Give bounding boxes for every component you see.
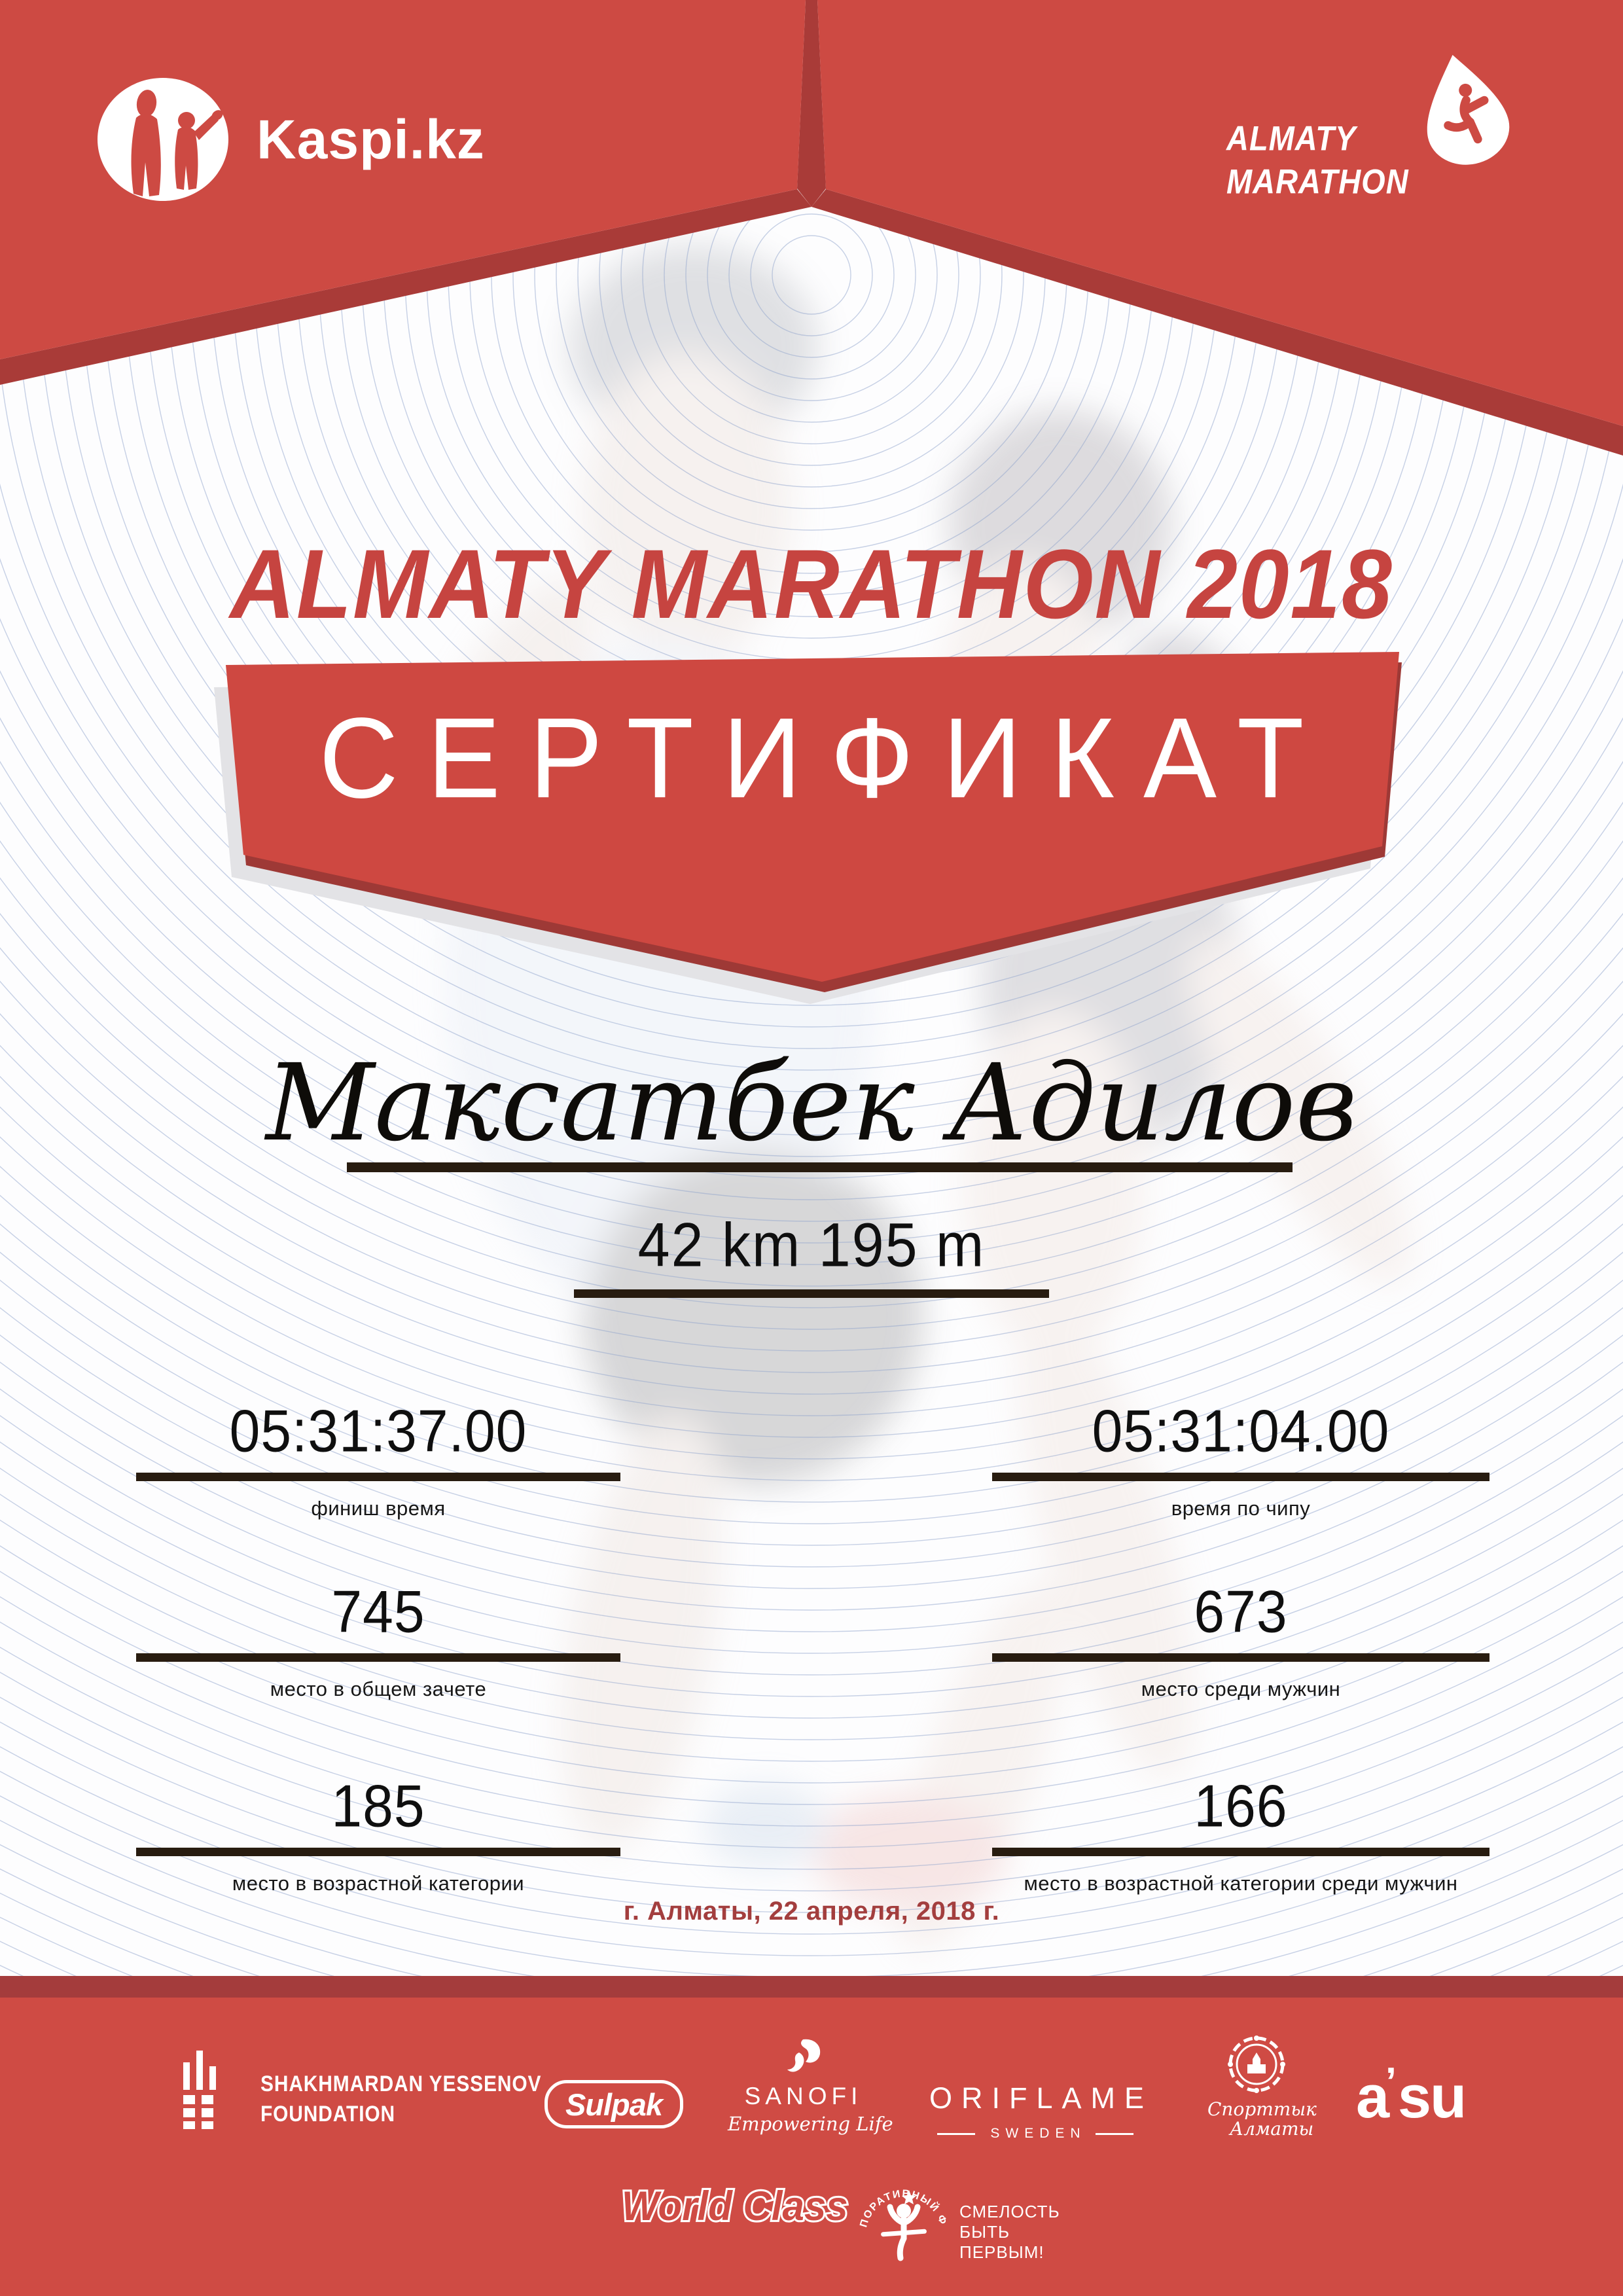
stat-value: 05:31:04.00 xyxy=(1092,1397,1390,1464)
almaty-marathon-logo-icon xyxy=(1427,54,1510,165)
certificate-label: СЕРТИФИКАТ xyxy=(319,694,1333,822)
sponsor-corporate-fund: КОРПОРАТИВНЫЙ ФОНД СМЕЛОСТЬ БЫТЬ ПЕРВЫМ! xyxy=(855,2168,1060,2266)
stat-label: время по чипу xyxy=(1171,1497,1311,1520)
oriflame-sweden-row: SWEDEN xyxy=(920,2126,1150,2142)
distance-underline xyxy=(574,1289,1049,1298)
sponsor-world-class: World Class xyxy=(620,2181,850,2231)
stat-age-category-place: 185 место в возрастной категории xyxy=(136,1772,620,1895)
stat-value: 05:31:37.00 xyxy=(229,1397,527,1464)
sanofi-bird-icon xyxy=(787,2039,821,2072)
stat-value: 185 xyxy=(331,1772,425,1839)
corporate-fund-slogan: СМЕЛОСТЬ БЫТЬ ПЕРВЫМ! xyxy=(959,2202,1060,2263)
yessenov-line1: SHAKHMARDAN YESSENOV xyxy=(260,2072,542,2096)
sanofi-logo-text: SANOFI xyxy=(744,2083,863,2109)
ribbon-front xyxy=(226,652,1399,982)
almaty-marathon-logo-line1: ALMATY xyxy=(1226,118,1357,158)
stat-value: 166 xyxy=(1194,1772,1288,1839)
stat-age-category-men-place: 166 место в возрастной категории среди м… xyxy=(992,1772,1489,1895)
yessenov-foundation-text: SHAKHMARDAN YESSENOV FOUNDATION xyxy=(260,2069,541,2129)
stat-label: место в общем зачете xyxy=(270,1677,487,1700)
footer-maroon-band xyxy=(0,1976,1623,1998)
sponsor-sport-almaty: Спорттык Алматы xyxy=(1207,2033,1317,2140)
stat-value: 673 xyxy=(1194,1578,1288,1645)
almaty-marathon-logo-text: ALMATY MARATHON xyxy=(1226,117,1409,203)
sponsor-asu: aʼsu xyxy=(1356,2060,1467,2134)
stat-finish-time: 05:31:37.00 финиш время xyxy=(136,1397,620,1520)
stat-divider xyxy=(136,1653,620,1662)
stat-divider xyxy=(136,1848,620,1856)
yessenov-foundation-icon xyxy=(183,2051,216,2129)
kaspi-logo-icon xyxy=(98,78,228,201)
sulpak-logo-text: Sulpak xyxy=(565,2087,663,2122)
header-center-spike xyxy=(797,0,826,207)
header-flap-right xyxy=(817,0,1623,426)
sponsor-oriflame: ORIFLAME SWEDEN xyxy=(920,2081,1150,2142)
distance-block: 42 km 195 m xyxy=(569,1210,1054,1298)
corporate-fund-emblem: КОРПОРАТИВНЫЙ ФОНД xyxy=(855,2168,948,2261)
header-shadow-left xyxy=(0,189,812,385)
stat-overall-place: 745 место в общем зачете xyxy=(136,1578,620,1701)
page-title: ALMATY MARATHON 2018 xyxy=(230,529,1393,639)
slogan-line3: ПЕРВЫМ! xyxy=(959,2242,1044,2262)
sponsor-sulpak: Sulpak xyxy=(544,2080,683,2128)
event-date-line: г. Алматы, 22 апреля, 2018 г. xyxy=(623,1897,1000,1926)
almaty-marathon-logo-line2: MARATHON xyxy=(1226,162,1409,201)
asu-accent: ʼ xyxy=(1385,2060,1397,2104)
slogan-line1: СМЕЛОСТЬ xyxy=(959,2202,1060,2221)
sport-almaty-line2: Алматы xyxy=(1230,2118,1314,2140)
sport-almaty-emblem xyxy=(1228,2036,1285,2093)
slogan-line2: БЫТЬ xyxy=(959,2222,1010,2242)
sponsor-yessenov-foundation: SHAKHMARDAN YESSENOV FOUNDATION xyxy=(183,2051,580,2129)
certificate-ribbon xyxy=(214,652,1402,1004)
sport-almaty-text: Спорттык Алматы xyxy=(1207,2100,1317,2140)
stat-label: место в возрастной категории xyxy=(232,1872,525,1895)
kaspi-logo-text: Kaspi.kz xyxy=(257,108,485,170)
kaspi-logo: Kaspi.kz xyxy=(97,77,485,202)
sanofi-tagline: Empowering Life xyxy=(728,2113,893,2135)
stat-divider xyxy=(992,1848,1489,1856)
stat-divider xyxy=(136,1473,620,1481)
sport-almaty-line1: Спорттык xyxy=(1207,2098,1317,2120)
oriflame-sweden-text: SWEDEN xyxy=(990,2126,1086,2141)
stat-label: место в возрастной категории среди мужчи… xyxy=(1024,1872,1458,1895)
oriflame-dash-left xyxy=(937,2132,976,2135)
distance-value: 42 km 195 m xyxy=(637,1210,986,1280)
stat-label: финиш время xyxy=(311,1497,446,1520)
stat-value: 745 xyxy=(331,1578,425,1645)
yessenov-line2: FOUNDATION xyxy=(260,2102,396,2126)
stat-divider xyxy=(992,1653,1489,1662)
stat-chip-time: 05:31:04.00 время по чипу xyxy=(992,1397,1489,1520)
sponsor-sanofi: SANOFI Empowering Life xyxy=(728,2038,893,2135)
stat-label: место среди мужчин xyxy=(1141,1677,1341,1700)
asu-su: su xyxy=(1397,2064,1467,2130)
oriflame-dash-right xyxy=(1095,2132,1133,2135)
participant-name: Максатбек Адилов xyxy=(266,1042,1357,1165)
stat-place-among-men: 673 место среди мужчин xyxy=(992,1578,1489,1701)
oriflame-logo-text: ORIFLAME xyxy=(929,2081,1154,2115)
participant-name-underline xyxy=(347,1162,1293,1172)
asu-a: a xyxy=(1356,2064,1389,2130)
stat-divider xyxy=(992,1473,1489,1481)
header-shadow-right xyxy=(812,189,1623,456)
